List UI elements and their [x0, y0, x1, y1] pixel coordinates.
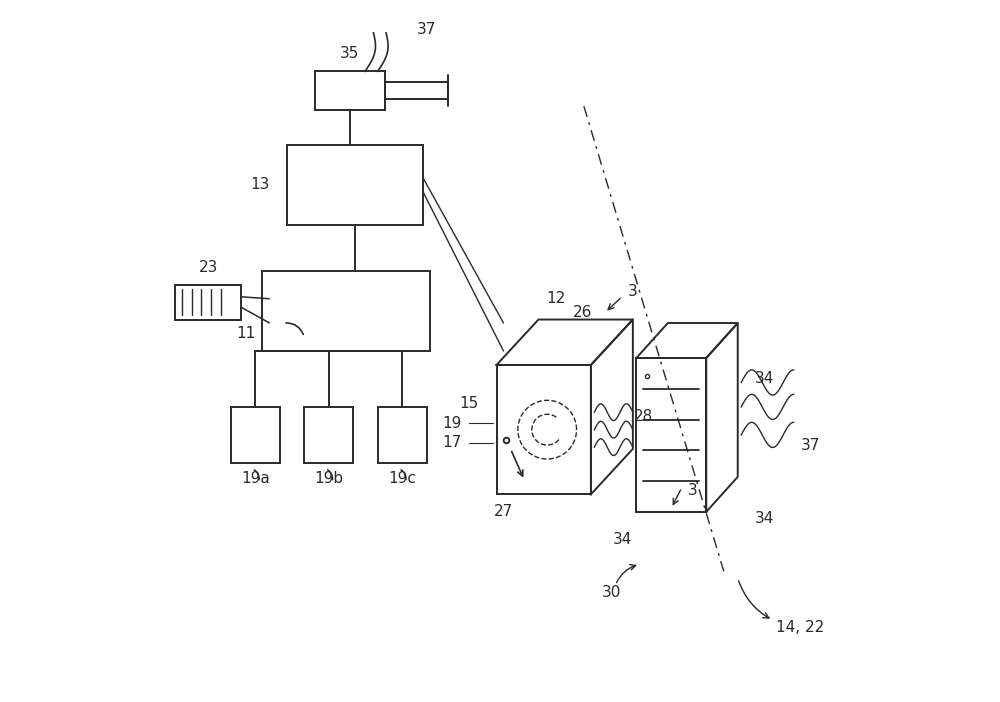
Text: 23: 23: [198, 260, 218, 274]
Text: 34: 34: [755, 371, 775, 387]
Text: 3: 3: [687, 484, 697, 498]
FancyBboxPatch shape: [497, 365, 591, 494]
Text: 30: 30: [602, 585, 622, 600]
Text: 34: 34: [755, 511, 775, 526]
Text: 3: 3: [628, 284, 638, 299]
Text: 15: 15: [460, 397, 479, 411]
FancyBboxPatch shape: [385, 82, 448, 99]
FancyBboxPatch shape: [636, 358, 706, 512]
FancyBboxPatch shape: [287, 145, 423, 225]
Text: 37: 37: [801, 438, 820, 453]
Text: 19c: 19c: [388, 471, 416, 486]
Text: 37: 37: [417, 22, 436, 37]
Text: 28: 28: [634, 409, 653, 423]
Text: 19: 19: [442, 416, 462, 431]
Text: 34: 34: [613, 532, 632, 548]
Text: 26: 26: [573, 305, 593, 320]
FancyBboxPatch shape: [304, 407, 353, 463]
FancyBboxPatch shape: [175, 284, 241, 319]
Text: 19b: 19b: [314, 471, 343, 486]
FancyBboxPatch shape: [378, 407, 427, 463]
FancyBboxPatch shape: [231, 407, 280, 463]
Text: 17: 17: [442, 435, 462, 450]
Text: 27: 27: [494, 504, 513, 519]
Text: 11: 11: [236, 326, 255, 341]
FancyBboxPatch shape: [262, 270, 430, 351]
Text: 35: 35: [340, 46, 359, 61]
Text: 13: 13: [250, 178, 269, 192]
Text: 12: 12: [547, 291, 566, 306]
FancyBboxPatch shape: [315, 72, 385, 110]
Text: 19a: 19a: [241, 471, 270, 486]
Text: 14, 22: 14, 22: [776, 620, 824, 635]
